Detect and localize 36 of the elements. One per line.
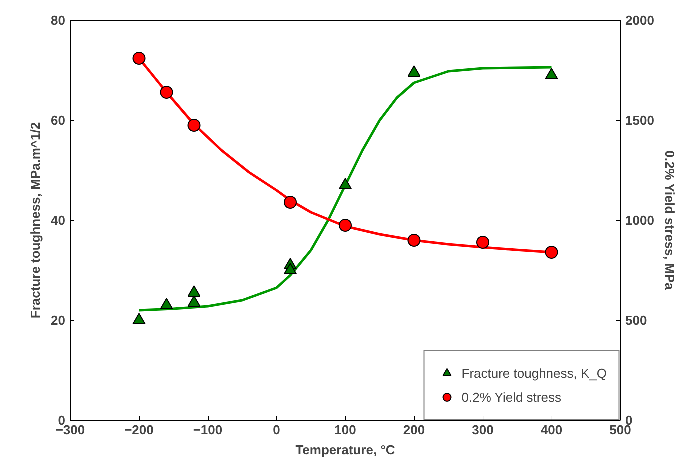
point — [188, 119, 201, 132]
y-axis-title: Fracture toughness, MPa.m^1/2 — [28, 122, 44, 319]
point — [188, 286, 201, 297]
point — [284, 196, 297, 209]
x-tick-label: 300 — [472, 422, 494, 438]
y2-tick-label: 500 — [626, 313, 648, 328]
y-tick-label: 60 — [51, 113, 66, 128]
y-tick-label: 20 — [51, 313, 66, 328]
point — [160, 298, 174, 310]
point — [132, 52, 146, 65]
x-tick-label: 400 — [540, 422, 563, 438]
x-axis-title: Temperature, °C — [296, 442, 396, 458]
y-tick-label: 40 — [51, 213, 66, 228]
y2-tick-label: 2000 — [626, 13, 654, 28]
point — [132, 313, 146, 324]
legend-label: 0.2% Yield stress — [462, 390, 562, 404]
legend-label: Fracture toughness, K_Q — [462, 366, 607, 380]
point — [545, 246, 558, 259]
point — [408, 234, 421, 247]
point — [188, 296, 201, 307]
x-tick-label: −100 — [193, 422, 223, 438]
x-tick-label: 200 — [403, 422, 426, 438]
point — [476, 236, 490, 249]
y2-tick-label: 1500 — [626, 113, 654, 128]
x-tick-label: 100 — [334, 422, 356, 438]
x-tick-label: −200 — [124, 422, 154, 438]
x-tick-label: 0 — [273, 422, 280, 438]
point — [339, 178, 352, 190]
y2-tick-label: 1000 — [626, 213, 654, 228]
y2-axis-title: 0.2% Yield stress, MPa — [662, 150, 678, 291]
y-tick-label: 80 — [51, 13, 66, 28]
point — [339, 219, 352, 232]
point — [284, 263, 297, 274]
point — [408, 66, 421, 77]
point — [160, 86, 174, 99]
point — [545, 68, 558, 80]
